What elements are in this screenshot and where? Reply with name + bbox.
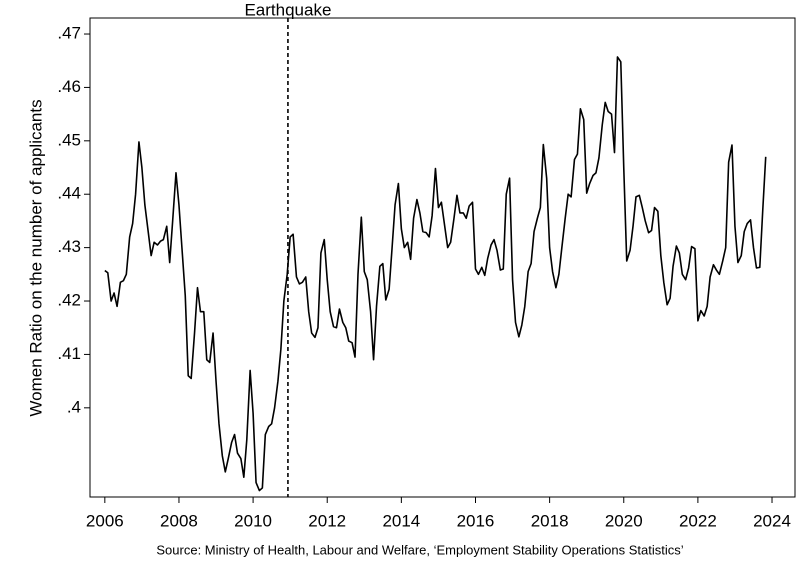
y-tick-label: .46 bbox=[57, 77, 81, 96]
event-label: Earthquake bbox=[244, 0, 331, 19]
y-tick-label: .41 bbox=[57, 344, 81, 363]
y-axis-label: Women Ratio on the number of applicants bbox=[26, 99, 45, 416]
plot-frame bbox=[89, 17, 796, 498]
x-tick-label: 2018 bbox=[531, 511, 569, 530]
x-tick-label: 2006 bbox=[86, 511, 124, 530]
y-tick-label: .44 bbox=[57, 184, 81, 203]
x-tick-label: 2014 bbox=[382, 511, 420, 530]
y-tick-label: .42 bbox=[57, 291, 81, 310]
y-tick-label: .45 bbox=[57, 130, 81, 149]
x-tick-label: 2010 bbox=[234, 511, 272, 530]
y-tick-label: .47 bbox=[57, 24, 81, 43]
x-tick-label: 2016 bbox=[457, 511, 495, 530]
x-tick-label: 2020 bbox=[605, 511, 643, 530]
source-note: Source: Ministry of Health, Labour and W… bbox=[156, 542, 683, 557]
y-tick-label: .4 bbox=[67, 397, 81, 416]
x-tick-label: 2008 bbox=[160, 511, 198, 530]
x-tick-label: 2024 bbox=[753, 511, 791, 530]
y-tick-label: .43 bbox=[57, 237, 81, 256]
x-tick-label: 2022 bbox=[679, 511, 717, 530]
data-line bbox=[104, 56, 767, 492]
x-tick-label: 2012 bbox=[308, 511, 346, 530]
